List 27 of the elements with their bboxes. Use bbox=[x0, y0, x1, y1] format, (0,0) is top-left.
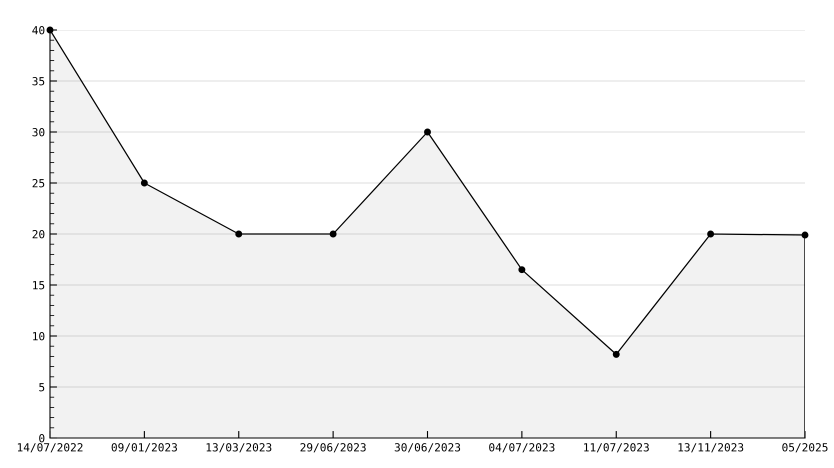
x-tick-label: 11/07/2023 bbox=[584, 443, 649, 452]
y-tick-label: 5 bbox=[39, 383, 44, 392]
point bbox=[612, 350, 620, 358]
x-tick-label: 30/06/2023 bbox=[394, 443, 460, 452]
point bbox=[518, 266, 526, 274]
x-tick-label: 13/11/2023 bbox=[678, 443, 744, 452]
point bbox=[330, 230, 337, 238]
x-tick-label: 05/2025 bbox=[782, 443, 828, 452]
x-tick-label: 29/06/2023 bbox=[300, 443, 366, 452]
point bbox=[235, 230, 242, 238]
point bbox=[707, 230, 714, 238]
point bbox=[802, 232, 808, 238]
x-tick-label: 09/01/2023 bbox=[112, 443, 177, 452]
y-tick-label: 15 bbox=[33, 281, 44, 290]
x-tick-label: 13/03/2023 bbox=[206, 443, 272, 452]
point bbox=[424, 128, 431, 136]
y-tick-label: 25 bbox=[32, 179, 44, 188]
x-tick-label: 04/07/2023 bbox=[489, 443, 554, 452]
y-tick-label: 20 bbox=[32, 230, 44, 238]
y-tick-label: 10 bbox=[33, 332, 44, 340]
point bbox=[140, 180, 148, 186]
y-tick-label: 0 bbox=[39, 434, 44, 442]
x-tick-label: 14/07/2022 bbox=[18, 443, 83, 452]
point bbox=[46, 26, 54, 34]
y-tick-label: 35 bbox=[32, 77, 44, 86]
y-tick-label: 40 bbox=[32, 26, 44, 34]
y-tick-label: 30 bbox=[32, 128, 44, 136]
